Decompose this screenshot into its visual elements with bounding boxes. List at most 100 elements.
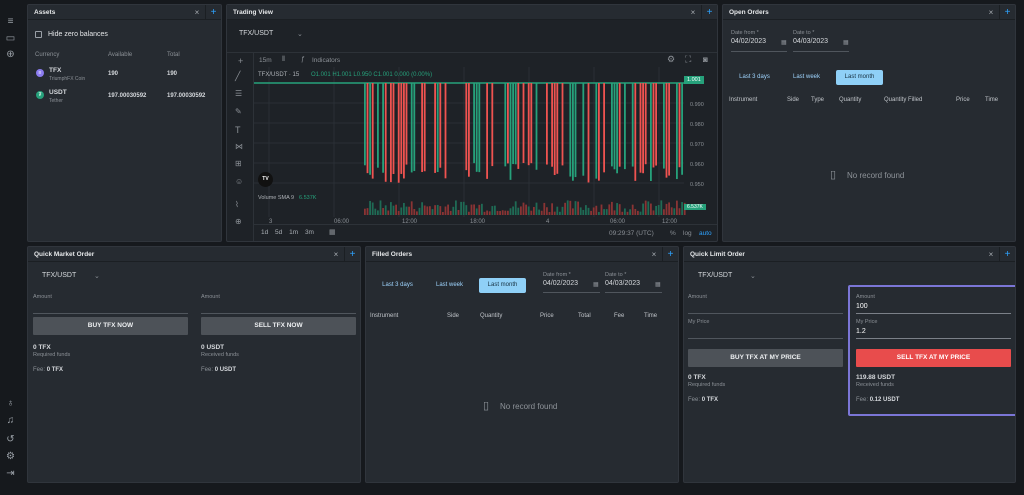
- date-from-field[interactable]: Date from * 04/02/2023 ▦: [731, 30, 787, 52]
- add-panel-icon[interactable]: +: [999, 247, 1015, 262]
- percent-toggle[interactable]: %: [670, 230, 676, 237]
- auto-toggle[interactable]: auto: [699, 230, 712, 237]
- tab-last-3-days[interactable]: Last 3 days: [382, 282, 413, 288]
- logout-icon[interactable]: ⇥: [6, 468, 15, 479]
- close-icon[interactable]: ×: [194, 7, 200, 17]
- tab-last-week[interactable]: Last week: [435, 282, 463, 288]
- asset-row-usdt[interactable]: ₮ USDT Tether 197.00030592 197.00030592: [35, 87, 217, 109]
- range-5d[interactable]: 5d: [275, 229, 283, 236]
- close-icon[interactable]: ×: [988, 249, 994, 259]
- close-icon[interactable]: ×: [690, 7, 696, 17]
- emoji-icon[interactable]: ☺: [235, 177, 244, 186]
- add-circle-icon[interactable]: ⊕: [6, 49, 15, 60]
- clock-utc: 09:29:37 (UTC): [609, 230, 654, 237]
- gear-icon[interactable]: ⚙: [667, 54, 676, 64]
- add-panel-icon[interactable]: +: [662, 247, 678, 262]
- indicators-button[interactable]: Indicators: [312, 57, 341, 64]
- brush-icon[interactable]: ✎: [235, 107, 242, 116]
- add-panel-icon[interactable]: +: [205, 5, 221, 20]
- sell-price-input[interactable]: 1.2: [856, 328, 866, 335]
- empty-state: No record found: [847, 171, 905, 180]
- sell-now-button[interactable]: SELL TFX NOW: [201, 317, 356, 335]
- asset-row-tfx[interactable]: ≡ TFX TriumphFX Coin 190 190: [35, 65, 217, 87]
- volume-bar: [488, 211, 491, 215]
- candle: [668, 83, 670, 176]
- col-side: Side: [787, 97, 800, 103]
- volume-bar: [395, 204, 397, 215]
- zoom-in-icon[interactable]: ⊕: [235, 217, 242, 226]
- candle-type-icon[interactable]: ⫴: [282, 56, 285, 63]
- calendar-icon[interactable]: ▦: [329, 229, 336, 236]
- col-side: Side: [447, 313, 460, 319]
- range-1m[interactable]: 1m: [289, 229, 299, 236]
- ruler-icon[interactable]: ⌇: [235, 200, 239, 209]
- pair-select[interactable]: TFX/USDT ⌄: [42, 272, 112, 280]
- history-icon[interactable]: ↺: [6, 434, 15, 445]
- close-icon[interactable]: ×: [651, 249, 657, 259]
- bell-icon[interactable]: ♫: [6, 415, 15, 426]
- volume-bar: [478, 204, 481, 215]
- volume-bar: [673, 208, 676, 215]
- tab-last-month[interactable]: Last month: [479, 278, 526, 293]
- close-icon[interactable]: ×: [988, 7, 994, 17]
- volume-bar: [457, 209, 460, 215]
- hide-zero-checkbox[interactable]: [35, 31, 42, 38]
- interval-select[interactable]: 15m: [259, 57, 272, 64]
- text-icon[interactable]: T: [235, 125, 241, 135]
- pair-select[interactable]: TFX/USDT ⌄: [698, 272, 768, 280]
- candle: [504, 83, 507, 167]
- range-1d[interactable]: 1d: [261, 229, 269, 236]
- tab-last-month[interactable]: Last month: [836, 70, 883, 85]
- candle: [572, 83, 574, 181]
- settings-icon[interactable]: ⚙: [6, 451, 15, 462]
- trendline-icon[interactable]: ╱: [235, 71, 241, 81]
- volume-bar: [603, 209, 605, 215]
- volume-bar: [608, 204, 611, 215]
- buy-price-input[interactable]: [688, 338, 843, 339]
- volume-bar: [403, 202, 405, 215]
- candle: [642, 83, 644, 174]
- date-to-field[interactable]: Date to * 04/03/2023 ▦: [793, 30, 849, 52]
- tab-last-week[interactable]: Last week: [792, 74, 820, 80]
- lightbulb-icon[interactable]: ♁: [6, 398, 15, 409]
- volume-bar: [621, 211, 624, 215]
- buy-at-price-button[interactable]: BUY TFX AT MY PRICE: [688, 349, 843, 367]
- layout-icon[interactable]: ▭: [5, 33, 16, 44]
- fib-icon[interactable]: ☰: [235, 89, 243, 98]
- price-label: 0.970: [690, 142, 704, 148]
- crosshair-icon[interactable]: +: [238, 56, 244, 66]
- tradingview-logo[interactable]: TV: [258, 172, 273, 187]
- date-from-field[interactable]: Date from * 04/02/2023 ▦: [543, 272, 600, 293]
- candle: [434, 83, 436, 173]
- price-chart[interactable]: 3 06:00 12:00 18:00 4 06:00 12:00 0.990 0.980 0.…: [254, 67, 718, 242]
- sell-amount-input[interactable]: 100: [856, 303, 868, 310]
- col-quantity: Quantity: [839, 97, 862, 103]
- sell-at-price-button[interactable]: SELL TFX AT MY PRICE: [856, 349, 1011, 367]
- add-panel-icon[interactable]: +: [701, 5, 717, 20]
- close-icon[interactable]: ×: [333, 249, 339, 259]
- sell-amount-input[interactable]: [201, 313, 356, 314]
- fullscreen-icon[interactable]: ⛶: [685, 54, 692, 64]
- buy-amount-input[interactable]: [688, 313, 843, 314]
- volume-bar: [629, 209, 631, 215]
- volume-bar: [634, 208, 637, 215]
- tab-last-3-days[interactable]: Last 3 days: [739, 74, 770, 80]
- volume-bar: [652, 210, 655, 215]
- range-3m[interactable]: 3m: [304, 229, 314, 236]
- volume-bar: [637, 210, 639, 215]
- volume-bar: [377, 210, 379, 215]
- volume-bar: [379, 200, 382, 215]
- required-funds-label: Required funds: [688, 382, 726, 388]
- log-toggle[interactable]: log: [683, 230, 692, 237]
- date-to-field[interactable]: Date to * 04/03/2023 ▦: [605, 272, 662, 293]
- buy-amount-input[interactable]: [33, 313, 188, 314]
- camera-icon[interactable]: ◙: [703, 55, 708, 64]
- add-panel-icon[interactable]: +: [344, 247, 360, 262]
- buy-now-button[interactable]: BUY TFX NOW: [33, 317, 188, 335]
- pair-select[interactable]: TFX/USDT ⌄: [239, 30, 309, 44]
- menu-icon[interactable]: ≡: [7, 16, 14, 27]
- pattern-icon[interactable]: ⋈: [235, 142, 243, 151]
- add-panel-icon[interactable]: +: [999, 5, 1015, 20]
- volume-bar: [429, 206, 431, 215]
- measure-icon[interactable]: ⊞: [235, 159, 242, 168]
